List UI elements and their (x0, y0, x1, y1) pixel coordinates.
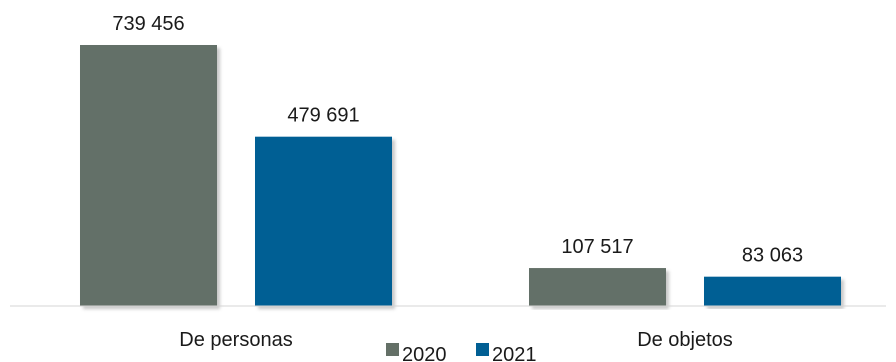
x-tick-label-de-personas: De personas (179, 329, 292, 351)
data-label-de-objetos-2020: 107 517 (561, 236, 633, 258)
legend: 2020 2021 (386, 343, 537, 362)
data-label-de-personas-2021: 479 691 (287, 105, 359, 127)
legend-swatch-2020 (386, 343, 399, 356)
bar-de-personas-2020 (80, 45, 217, 306)
bar-de-objetos-2020 (529, 268, 666, 306)
legend-label-2021: 2021 (492, 344, 537, 362)
legend-label-2020: 2020 (402, 344, 447, 362)
x-axis-tick-labels: De personas De objetos (179, 329, 733, 351)
data-label-de-objetos-2021: 83 063 (742, 245, 803, 267)
bar-de-personas-2021 (255, 136, 392, 306)
x-tick-label-de-objetos: De objetos (637, 329, 733, 351)
bar-de-objetos-2021 (704, 276, 841, 306)
data-labels: 739 456 479 691 107 517 83 063 (112, 13, 803, 267)
legend-swatch-2021 (476, 343, 489, 356)
bars-layer (80, 45, 841, 306)
data-label-de-personas-2020: 739 456 (112, 13, 184, 35)
